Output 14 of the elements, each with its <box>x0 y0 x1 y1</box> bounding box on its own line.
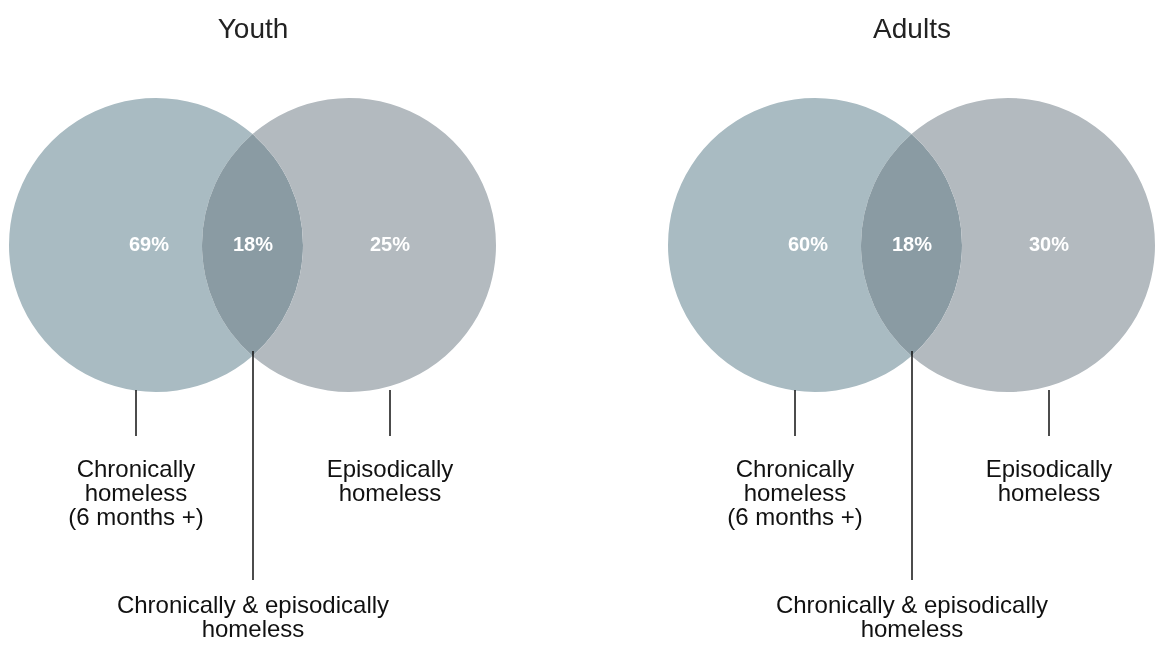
data-label: 30% <box>1028 232 1070 255</box>
text: Adults <box>873 12 951 44</box>
data-label: 25% <box>369 232 411 255</box>
data-label: 18% <box>891 232 933 255</box>
text: Youth <box>217 12 289 44</box>
category-label: Chronically homeless (6 months +) <box>727 454 863 530</box>
data-label: 18% <box>232 232 274 255</box>
category-label: Chronically & episodically homeless <box>775 590 1049 642</box>
category-label: Episodically homeless <box>985 454 1113 506</box>
category-label: Chronically homeless (6 months +) <box>68 454 204 530</box>
data-label: 69% <box>128 232 170 255</box>
data-label: 60% <box>787 232 829 255</box>
category-label: Episodically homeless <box>326 454 454 506</box>
category-label: Chronically & episodically homeless <box>116 590 390 642</box>
